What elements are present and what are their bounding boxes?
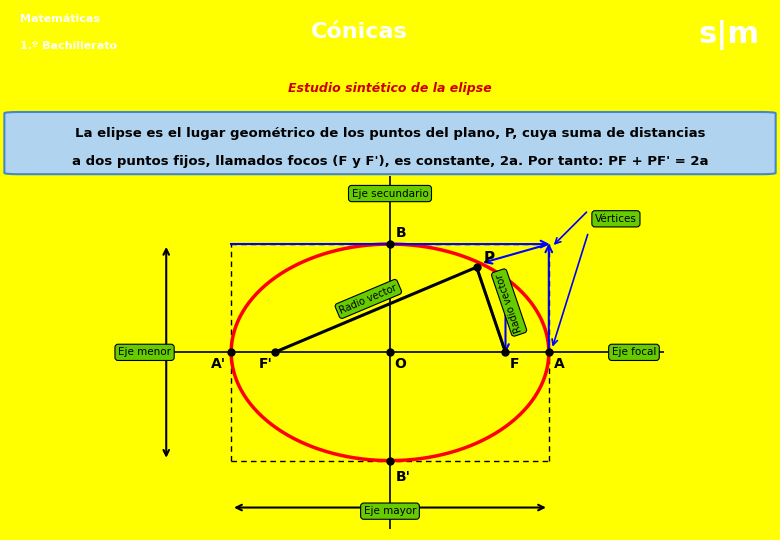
Text: Cónicas: Cónicas (311, 22, 408, 42)
Text: s|m: s|m (699, 20, 760, 50)
Text: Eje menor: Eje menor (118, 347, 171, 357)
Text: La elipse es el lugar geométrico de los puntos del plano, P, cuya suma de distan: La elipse es el lugar geométrico de los … (75, 127, 705, 140)
Text: A: A (554, 357, 565, 371)
Text: B: B (395, 226, 406, 240)
Text: O: O (395, 357, 406, 371)
Text: Radio vector: Radio vector (338, 282, 399, 315)
Text: Eje mayor: Eje mayor (363, 506, 417, 516)
Text: a dos puntos fijos, llamados focos (F y F'), es constante, 2a. Por tanto: PF + P: a dos puntos fijos, llamados focos (F y … (72, 155, 708, 168)
Text: F: F (510, 357, 519, 371)
Text: Radio vector: Radio vector (495, 272, 523, 333)
FancyBboxPatch shape (5, 112, 775, 174)
Text: P: P (484, 251, 495, 266)
Text: Eje secundario: Eje secundario (352, 188, 428, 199)
Text: B': B' (395, 470, 411, 484)
Text: F': F' (259, 357, 272, 371)
Text: Estudio sintético de la elipse: Estudio sintético de la elipse (288, 82, 492, 95)
Text: Vértices: Vértices (595, 214, 637, 224)
Text: 1.º Bachillerato: 1.º Bachillerato (20, 40, 118, 51)
Text: Matemáticas: Matemáticas (20, 14, 101, 24)
Text: Eje focal: Eje focal (612, 347, 656, 357)
Text: A': A' (211, 357, 226, 371)
